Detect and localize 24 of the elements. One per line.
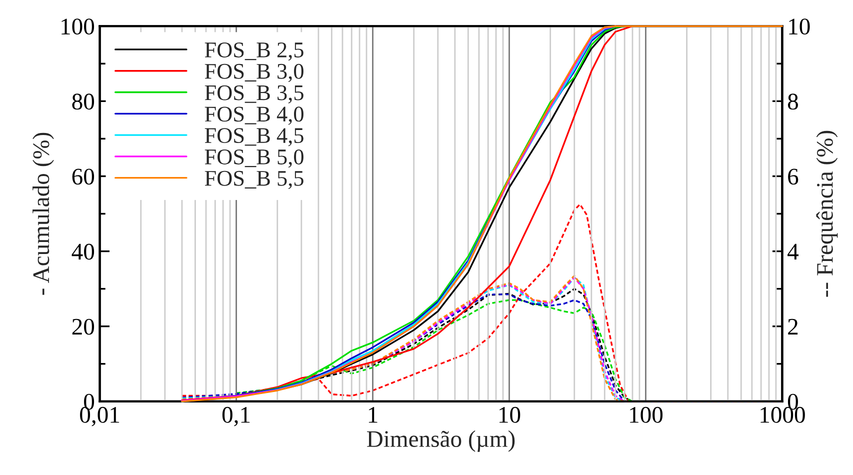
legend-label: FOS_B 5,5	[204, 170, 304, 190]
y-tick-label: 20	[72, 318, 94, 335]
y2-tick-label: 6	[788, 168, 798, 185]
x-tick-label: 1	[368, 407, 378, 423]
legend-label: FOS_B 4,5	[204, 128, 304, 146]
y2-axis-title: -- Frequência (%)	[816, 130, 838, 297]
legend-label: FOS_B 4,0	[204, 106, 304, 125]
legend-label: FOS_B 3,5	[204, 85, 304, 104]
legend-label: FOS_B 3,0	[204, 64, 304, 82]
x-tick-label: 0,1	[222, 406, 250, 426]
y2-tick-label: 4	[788, 244, 798, 260]
x-tick-label: 100	[630, 406, 663, 423]
x-tick-label: 10	[500, 406, 520, 423]
y-tick-label: 60	[72, 168, 94, 185]
y-axis-title: - Acumulado (%)	[32, 132, 54, 295]
y2-tick-label: 8	[788, 94, 798, 110]
y2-tick-label: 2	[788, 318, 798, 335]
y-tick-label: 80	[72, 94, 94, 110]
legend-label: FOS_B 2,5	[204, 42, 304, 61]
legend-label: FOS_B 5,0	[204, 149, 304, 168]
x-axis-title: Dimensão (µm)	[367, 430, 515, 452]
y-tick-label: 100	[62, 18, 94, 35]
y2-tick-label: 10	[789, 18, 810, 35]
y-tick-label: 40	[72, 244, 94, 260]
